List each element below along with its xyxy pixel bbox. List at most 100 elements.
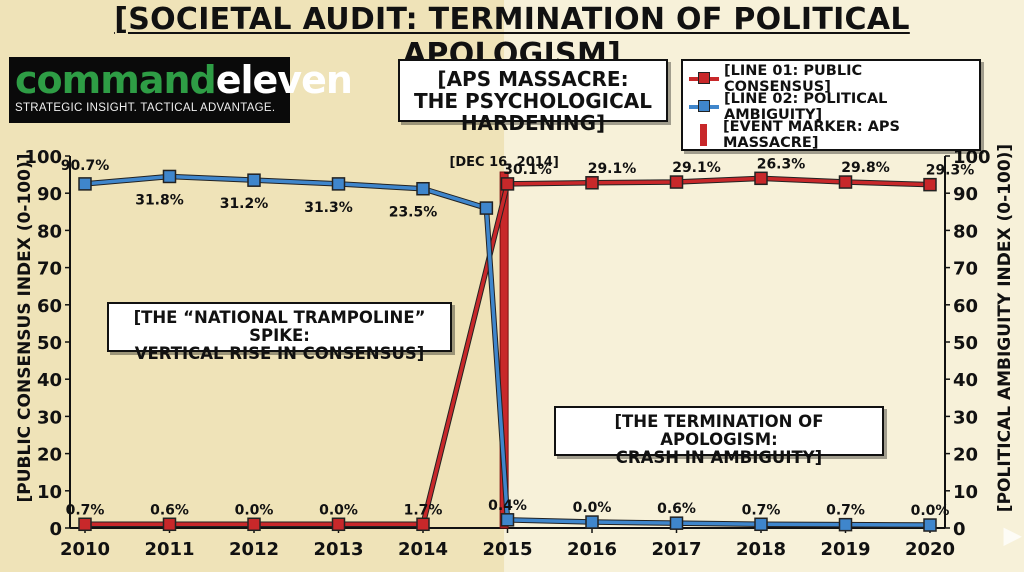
data-label-1: 0.7% (742, 502, 781, 518)
y-tick-label-right: 10 (953, 482, 978, 503)
event-callout-line-1: [APS MASSACRE: (437, 67, 629, 91)
data-point-0 (838, 175, 853, 189)
data-point-1 (585, 515, 599, 529)
data-label-1: 23.5% (389, 205, 438, 221)
data-point-1 (923, 518, 937, 532)
spike-callout-line-1: [THE “NATIONAL TRAMPOLINE” SPIKE: (133, 308, 426, 346)
legend-label-consensus: [LINE 01: PUBLIC CONSENSUS] (724, 63, 863, 95)
legend: [LINE 01: PUBLIC CONSENSUS] [LINE 02: PO… (681, 59, 981, 151)
logo-word-2: eleven (215, 58, 353, 102)
data-label-1: 0.0% (573, 500, 612, 516)
legend-item-ambiguity: [LINE 02: POLITICAL AMBIGUITY] (689, 91, 973, 123)
y-tick-label-left: 0 (49, 519, 62, 540)
data-point-0 (923, 177, 937, 192)
logo: commandeleven STRATEGIC INSIGHT. TACTICA… (9, 57, 353, 123)
data-point-1 (331, 177, 346, 191)
y-tick-label-right: 0 (953, 519, 966, 540)
data-point-0 (669, 175, 684, 189)
x-tick-label: 2015 (482, 539, 532, 560)
legend-swatch-ambiguity (689, 100, 719, 112)
x-tick-label: 2016 (567, 539, 617, 560)
data-label-0: 1.7% (404, 502, 443, 518)
page-title: [SOCIETAL AUDIT: TERMINATION OF POLITICA… (0, 2, 1024, 72)
data-point-0 (585, 176, 599, 190)
data-label-1: 0.7% (826, 503, 865, 519)
y-tick-label-left: 40 (37, 370, 62, 391)
event-callout: [APS MASSACRE: THE PSYCHOLOGICAL HARDENI… (398, 59, 668, 134)
x-tick-label: 2011 (144, 539, 194, 560)
data-label-1: 0.6% (657, 501, 696, 517)
data-point-0 (331, 517, 346, 532)
play-icon[interactable]: ▶ (1003, 522, 1022, 549)
data-label-0: 29.1% (588, 161, 637, 177)
x-tick-label: 2018 (736, 539, 786, 560)
x-tick-label: 2017 (651, 539, 701, 560)
page-title-text: [SOCIETAL AUDIT: TERMINATION OF POLITICA… (114, 2, 910, 72)
crash-callout-line-2: CRASH IN AMBIGUITY] (615, 448, 823, 468)
y-tick-label-right: 30 (953, 407, 978, 428)
data-point-1 (162, 169, 177, 184)
spike-callout: [THE “NATIONAL TRAMPOLINE” SPIKE: VERTIC… (107, 302, 452, 363)
data-label-0: 0.6% (150, 502, 189, 518)
y-tick-label-right: 90 (953, 184, 978, 205)
x-tick-label: 2010 (60, 539, 110, 560)
data-point-0 (162, 517, 177, 532)
y-tick-label-left: 90 (37, 184, 62, 205)
y-tick-label-right: 20 (953, 445, 978, 466)
data-label-0: 0.7% (66, 502, 105, 518)
data-label-1: 31.8% (135, 192, 184, 208)
y-tick-label-right: 50 (953, 333, 978, 354)
crash-callout: [THE TERMINATION OF APOLOGISM: CRASH IN … (554, 406, 884, 467)
y-tick-label-left: 20 (37, 445, 62, 466)
data-label-1: 31.3% (304, 200, 353, 216)
spike-callout-line-2: VERTICAL RISE IN CONSENSUS] (134, 344, 425, 364)
series-layer (78, 169, 937, 532)
crash-callout-line-1: [THE TERMINATION OF APOLOGISM: (614, 412, 824, 450)
y-tick-label-left: 70 (37, 259, 62, 280)
data-point-1 (754, 517, 768, 532)
data-point-1 (500, 513, 515, 527)
data-label-1: 90.7% (61, 158, 110, 174)
data-point-1 (669, 516, 684, 530)
y-tick-label-right: 80 (953, 221, 978, 242)
x-tick-label: 2020 (905, 539, 955, 560)
data-label-0: 0.0% (319, 502, 358, 518)
data-label-0: 29.8% (841, 160, 890, 176)
data-label-1: 0.4% (488, 498, 527, 514)
y-tick-label-right: 100 (953, 147, 991, 168)
data-point-0 (78, 517, 92, 532)
data-point-1 (247, 173, 261, 187)
data-label-1: 0.0% (911, 503, 950, 519)
data-label-0: 0.0% (235, 502, 274, 518)
y-tick-label-right: 60 (953, 296, 978, 317)
y-axis-right-label: [POLITICAL AMBIGUITY INDEX (0-100)] (995, 144, 1015, 512)
data-label-0: 29.1% (672, 160, 721, 176)
y-tick-label-left: 100 (24, 147, 62, 168)
data-point-1 (479, 201, 494, 215)
logo-tagline: STRATEGIC INSIGHT. TACTICAL ADVANTAGE. (15, 102, 276, 114)
legend-swatch-consensus (689, 72, 719, 84)
data-label-0: 26.3% (757, 156, 806, 172)
event-marker-bar (499, 171, 509, 529)
series-line-1 (84, 174, 931, 527)
y-axis-left-label: [PUBLIC CONSENSUS INDEX (0-100)] (15, 154, 35, 503)
data-labels: [DEC 16, 2014] 0.7% 0.6% 0.0% 0.0% 1.7% 30.1% 2… (61, 155, 975, 519)
event-callout-line-2: THE PSYCHOLOGICAL HARDENING] (413, 89, 653, 135)
y-tick-label-left: 60 (37, 296, 62, 317)
data-point-0 (500, 177, 515, 191)
y-tick-label-left: 80 (37, 221, 62, 242)
x-tick-label: 2012 (229, 539, 279, 560)
legend-item-marker: [EVENT MARKER: APS MASSACRE] (689, 119, 973, 151)
y-tick-label-left: 10 (37, 482, 62, 503)
data-label-0: 30.1% (503, 162, 552, 178)
data-point-1 (78, 177, 92, 191)
legend-label-ambiguity: [LINE 02: POLITICAL AMBIGUITY] (724, 91, 888, 123)
data-point-0 (416, 517, 430, 532)
event-date-label: [DEC 16, 2014] (449, 155, 558, 170)
legend-label-marker: [EVENT MARKER: APS MASSACRE] (723, 119, 900, 151)
x-tick-label: 2013 (313, 539, 363, 560)
data-label-0: 29.3% (926, 163, 975, 179)
y-tick-label-left: 30 (37, 407, 62, 428)
legend-item-consensus: [LINE 01: PUBLIC CONSENSUS] (689, 63, 973, 95)
